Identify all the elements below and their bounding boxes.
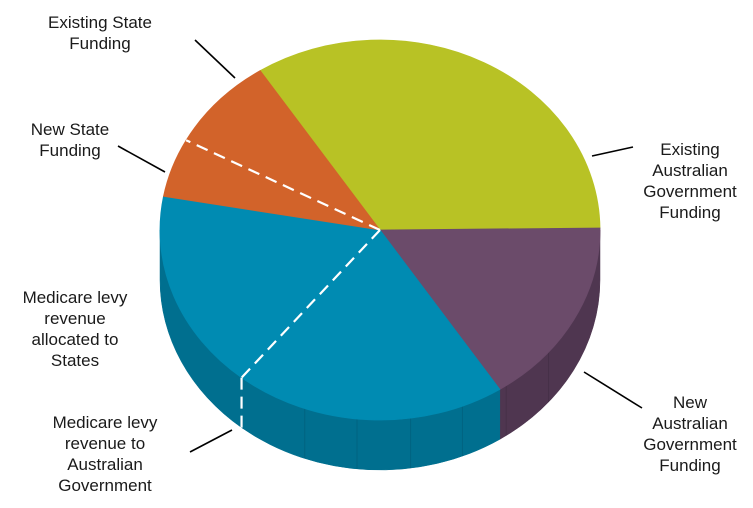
slice-labels: Existing State Funding Existing Australian G… xyxy=(23,13,737,495)
label-line: Government xyxy=(643,182,737,201)
label-new-australian-government-funding: New Australian Government Funding xyxy=(643,393,737,475)
label-line: Australian xyxy=(652,161,728,180)
label-existing-state-funding: Existing State Funding xyxy=(48,13,152,53)
label-line: Medicare levy xyxy=(53,413,158,432)
label-line: revenue xyxy=(44,309,105,328)
leader-new-australian-government-funding xyxy=(583,371,643,409)
slice-new-state-funding xyxy=(185,70,381,231)
label-line: Existing xyxy=(660,140,720,159)
label-line: New State xyxy=(31,120,109,139)
slice-existing-australian-government-funding xyxy=(379,227,601,390)
slice-existing-state-funding xyxy=(259,39,601,231)
label-line: Australian xyxy=(67,455,143,474)
label-medicare-levy-revenue-to-australian-government: Medicare levy revenue to Australian Governm… xyxy=(53,413,158,495)
slice-medicare-levy-revenue-to-australian-government xyxy=(159,195,381,379)
pie-tops xyxy=(159,39,601,421)
label-line: Funding xyxy=(69,34,130,53)
label-leaders xyxy=(117,39,643,453)
slice-new-australian-government-funding xyxy=(240,229,501,421)
label-line: Existing State xyxy=(48,13,152,32)
divider-dashed xyxy=(185,139,381,231)
divider-dashed xyxy=(240,229,381,379)
label-line: Funding xyxy=(39,141,100,160)
leader-existing-state-funding xyxy=(194,39,236,79)
pie-sides xyxy=(159,229,601,471)
label-medicare-levy-revenue-allocated-to-states: Medicare levy revenue allocated to States xyxy=(23,288,128,370)
label-line: Government xyxy=(643,435,737,454)
label-line: Australian xyxy=(652,414,728,433)
label-line: allocated to xyxy=(32,330,119,349)
label-new-state-funding: New State Funding xyxy=(31,120,109,160)
label-existing-australian-government-funding: Existing Australian Government Funding xyxy=(643,140,737,222)
leader-medicare-levy-revenue-to-australian-government xyxy=(189,429,233,453)
label-line: New xyxy=(673,393,708,412)
label-line: revenue to xyxy=(65,434,145,453)
label-line: Government xyxy=(58,476,152,495)
pie-dividers xyxy=(185,139,381,428)
label-line: States xyxy=(51,351,99,370)
label-line: Funding xyxy=(659,456,720,475)
label-line: Funding xyxy=(659,203,720,222)
leader-existing-australian-government-funding xyxy=(591,146,634,157)
leader-new-state-funding xyxy=(117,145,166,173)
label-line: Medicare levy xyxy=(23,288,128,307)
